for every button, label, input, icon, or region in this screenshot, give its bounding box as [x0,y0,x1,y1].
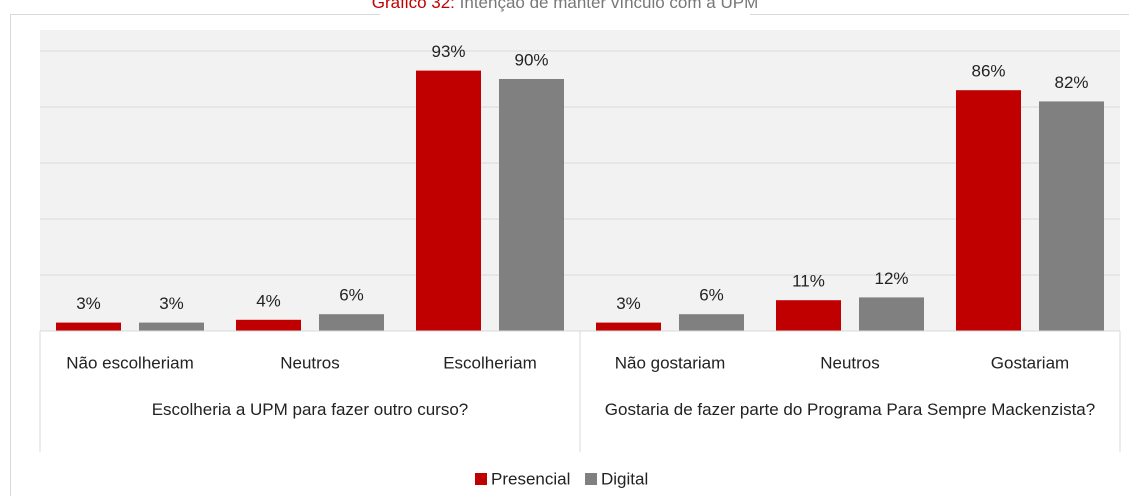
bar [319,314,384,331]
chart-title: Gráfico 32: Intenção de manter vínculo c… [372,0,758,12]
value-label: 6% [699,286,724,305]
title-backdrop [380,0,750,22]
bar [499,79,564,331]
x-tick-label: Escolheriam [443,353,537,372]
value-label: 3% [616,294,641,313]
value-label: 3% [159,294,184,313]
value-label: 6% [339,286,364,305]
bar [236,319,301,331]
bar [956,90,1021,331]
value-label: 4% [256,291,281,310]
bar [679,314,744,331]
legend-swatch [585,473,597,485]
legend-label: Digital [601,469,648,488]
bar [416,70,481,331]
group-label: Gostaria de fazer parte do Programa Para… [604,400,1096,419]
bar [1039,101,1104,332]
plot-background [40,30,1120,331]
title-label: Gráfico 32: [372,0,455,12]
legend-swatch [475,473,487,485]
x-tick-label: Gostariam [991,353,1069,372]
bar [56,322,121,331]
bar [596,322,661,331]
group-label: Escolheria a UPM para fazer outro curso? [151,400,469,419]
value-label: 93% [431,42,465,61]
value-label: 90% [514,50,548,69]
legend-label: Presencial [491,469,570,488]
x-tick-label: Não gostariam [615,353,726,372]
bar [139,322,204,331]
value-label: 12% [874,269,908,288]
value-label: 3% [76,294,101,313]
bar [859,297,924,331]
x-tick-label: Não escolheriam [66,353,194,372]
value-label: 11% [792,272,825,291]
title-text: Intenção de manter vínculo com a UPM [460,0,759,12]
x-tick-label: Neutros [280,353,340,372]
bar [776,300,841,331]
value-label: 86% [971,62,1005,81]
value-label: 82% [1054,73,1088,92]
x-tick-label: Neutros [820,353,880,372]
